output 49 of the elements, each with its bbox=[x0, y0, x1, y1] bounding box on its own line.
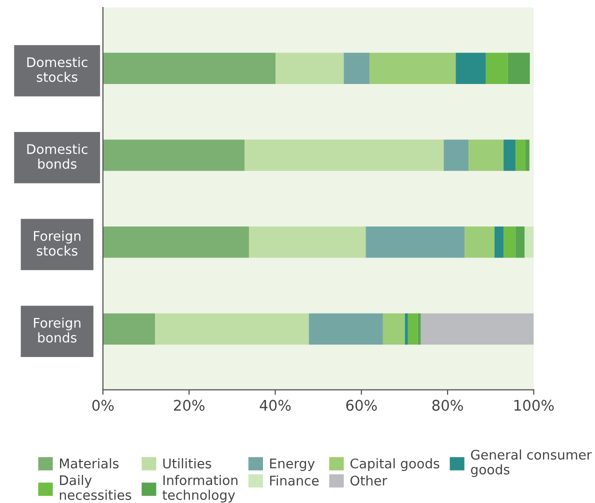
y-tick-label: Foreign bonds bbox=[34, 318, 80, 343]
bar bbox=[444, 140, 469, 171]
bar bbox=[102, 226, 249, 258]
bar bbox=[468, 140, 504, 171]
x-tick-label: 80% bbox=[432, 400, 463, 411]
x-tick-label: 40% bbox=[260, 400, 291, 411]
bar bbox=[504, 140, 516, 171]
bar bbox=[524, 226, 534, 258]
bar bbox=[516, 140, 526, 171]
legend-label: Finance bbox=[270, 475, 319, 486]
x-tick-label: 0% bbox=[92, 400, 114, 411]
bar bbox=[382, 313, 405, 345]
bar bbox=[308, 313, 383, 345]
bar bbox=[404, 313, 408, 345]
y-tick-label: Foreign stocks bbox=[34, 230, 80, 256]
bar bbox=[276, 52, 344, 84]
bar bbox=[418, 313, 421, 345]
legend-label: Utilities bbox=[163, 458, 212, 468]
bar bbox=[456, 52, 486, 84]
bar bbox=[366, 226, 465, 258]
bar bbox=[526, 140, 530, 171]
legend-label: General consumer goods bbox=[471, 449, 592, 478]
x-tick-label: 100% bbox=[514, 400, 554, 411]
bar bbox=[516, 226, 525, 258]
bar bbox=[102, 52, 276, 84]
legend-label: Capital goods bbox=[350, 458, 440, 472]
bar bbox=[102, 313, 156, 345]
bar bbox=[464, 226, 495, 258]
bar bbox=[486, 52, 508, 84]
bar bbox=[508, 52, 530, 84]
bar bbox=[370, 52, 456, 84]
bar bbox=[155, 313, 309, 345]
bar bbox=[244, 140, 444, 171]
legend-label: Daily necessities bbox=[60, 474, 132, 500]
legend-label: Other bbox=[350, 475, 388, 486]
bar bbox=[420, 313, 534, 345]
legend-label: Information technology bbox=[162, 474, 238, 503]
legend-label: Materials bbox=[60, 458, 119, 468]
y-tick-label: Domestic stocks bbox=[27, 56, 88, 82]
legend-label: Energy bbox=[270, 458, 315, 472]
bar bbox=[102, 140, 245, 171]
x-tick-label: 20% bbox=[174, 400, 204, 411]
bar bbox=[248, 226, 366, 258]
bar bbox=[408, 313, 418, 345]
bar bbox=[344, 52, 370, 84]
bar bbox=[494, 226, 504, 258]
y-tick-label: Domestic bonds bbox=[27, 144, 88, 169]
bar bbox=[504, 226, 516, 258]
x-tick-label: 60% bbox=[346, 400, 377, 411]
